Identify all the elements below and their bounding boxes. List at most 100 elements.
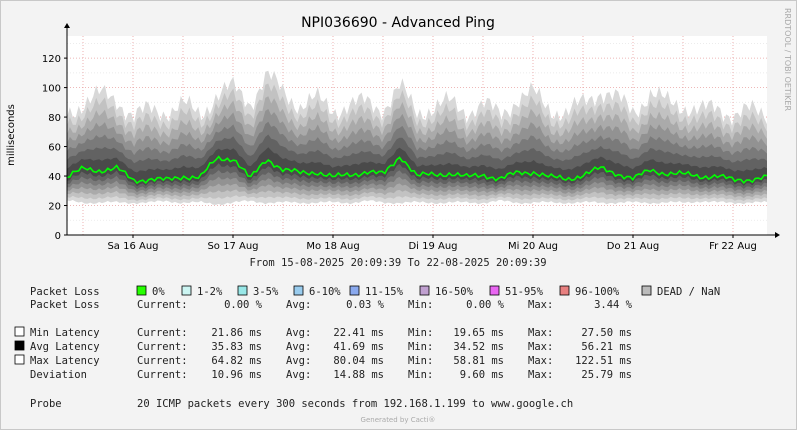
- x-tick-label: Mi 20 Aug: [508, 241, 558, 252]
- stat-swatch: [14, 354, 25, 365]
- loss-bucket-swatch: [181, 285, 192, 296]
- avg-latency-line: [66, 155, 768, 185]
- stat-current-value: 10.96 ms: [211, 369, 262, 381]
- stat-min-value: 0.00 %: [466, 299, 505, 311]
- x-tick-label: Sa 16 Aug: [107, 241, 158, 252]
- statistics-table: Packet Loss Current: 0.00 % Avg: 0.03 % Min: 0…: [14, 299, 633, 381]
- loss-bucket-label: 0%: [152, 286, 165, 298]
- y-axis-arrow: [64, 23, 70, 28]
- y-tick-labels: 0 20 40 60 80 100 120: [42, 54, 67, 242]
- stat-max-value: 27.50 ms: [581, 327, 632, 339]
- loss-bucket-swatch: [559, 285, 570, 296]
- stat-current-value: 64.82 ms: [211, 355, 262, 367]
- stat-avg-value: 0.03 %: [346, 299, 385, 311]
- stat-current-label: Current:: [137, 369, 188, 381]
- time-range: From 15-08-2025 20:09:39 To 22-08-2025 2…: [249, 257, 546, 269]
- stat-min-value: 58.81 ms: [453, 355, 504, 367]
- y-tick-label: 100: [42, 84, 61, 95]
- stat-avg-value: 14.88 ms: [333, 369, 384, 381]
- y-tick-label: 0: [55, 231, 61, 242]
- stat-max-value: 56.21 ms: [581, 341, 632, 353]
- stat-avg-value: 41.69 ms: [333, 341, 384, 353]
- packet-loss-legend: Packet Loss 0% 1-2% 3-5% 6-10% 11-15% 16-50% 51…: [30, 285, 720, 298]
- stat-current-label: Current:: [137, 355, 188, 367]
- loss-bucket-swatch: [419, 285, 430, 296]
- loss-bucket-swatch: [293, 285, 304, 296]
- stat-min-label: Min:: [408, 369, 433, 381]
- stat-current-label: Current:: [137, 299, 188, 311]
- loss-bucket-label: 1-2%: [197, 286, 223, 298]
- y-axis-label: milliseconds: [6, 104, 17, 166]
- stat-max-value: 25.79 ms: [581, 369, 632, 381]
- stat-avg-label: Avg:: [286, 299, 311, 311]
- stat-min-value: 9.60 ms: [460, 369, 504, 381]
- stat-min-label: Min:: [408, 355, 433, 367]
- y-tick-label: 120: [42, 54, 61, 65]
- packet-loss-legend-label: Packet Loss: [30, 286, 100, 298]
- stat-avg-label: Avg:: [286, 327, 311, 339]
- loss-bucket-label: 6-10%: [309, 286, 341, 298]
- x-tick-labels: Sa 16 Aug So 17 Aug Mo 18 Aug Di 19 Aug Mi 2…: [107, 235, 757, 252]
- y-tick-label: 20: [48, 202, 61, 213]
- axes: [64, 23, 780, 238]
- stat-avg-label: Avg:: [286, 341, 311, 353]
- stat-avg-value: 22.41 ms: [333, 327, 384, 339]
- x-tick-label: Mo 18 Aug: [306, 241, 359, 252]
- x-tick-label: Di 19 Aug: [408, 241, 457, 252]
- rrdtool-credit: RRDTOOL / TOBI OETIKER: [783, 8, 792, 111]
- x-tick-label: Fr 22 Aug: [709, 241, 757, 252]
- loss-bucket-swatch: [489, 285, 500, 296]
- stat-min-label: Min:: [408, 341, 433, 353]
- stat-min-label: Min:: [408, 327, 433, 339]
- stat-name: Min Latency: [30, 327, 100, 339]
- loss-bucket-swatch: [349, 285, 360, 296]
- chart-title: NPI036690 - Advanced Ping: [301, 15, 495, 31]
- avg-latency-path: [66, 155, 768, 185]
- stat-max-label: Max:: [528, 369, 553, 381]
- loss-bucket-label: DEAD / NaN: [657, 286, 720, 298]
- loss-bucket-swatch: [136, 285, 147, 296]
- loss-bucket-swatch: [237, 285, 248, 296]
- loss-bucket-label: 16-50%: [435, 286, 474, 298]
- stat-current-value: 21.86 ms: [211, 327, 262, 339]
- stat-swatch: [14, 326, 25, 337]
- stat-min-value: 34.52 ms: [453, 341, 504, 353]
- stat-max-value: 122.51 ms: [575, 355, 632, 367]
- stat-avg-label: Avg:: [286, 369, 311, 381]
- stat-max-label: Max:: [528, 341, 553, 353]
- stat-max-label: Max:: [528, 299, 553, 311]
- stat-current-label: Current:: [137, 341, 188, 353]
- x-tick-label: Do 21 Aug: [607, 241, 659, 252]
- stat-max-label: Max:: [528, 355, 553, 367]
- latency-band: [67, 134, 767, 190]
- stat-current-label: Current:: [137, 327, 188, 339]
- y-tick-label: 80: [48, 113, 61, 124]
- stat-max-value: 3.44 %: [594, 299, 633, 311]
- probe-description: 20 ICMP packets every 300 seconds from 1…: [137, 398, 573, 410]
- stat-current-value: 35.83 ms: [211, 341, 262, 353]
- loss-bucket-label: 11-15%: [365, 286, 404, 298]
- y-tick-label: 60: [48, 143, 61, 154]
- x-tick-label: So 17 Aug: [207, 241, 258, 252]
- latency-bands: [67, 70, 767, 206]
- stat-min-label: Min:: [408, 299, 433, 311]
- stat-avg-label: Avg:: [286, 355, 311, 367]
- stat-min-value: 19.65 ms: [453, 327, 504, 339]
- stat-name: Avg Latency: [30, 341, 100, 353]
- probe-label: Probe: [30, 398, 62, 410]
- stat-max-label: Max:: [528, 327, 553, 339]
- loss-bucket-label: 96-100%: [575, 286, 620, 298]
- cacti-footer: Generated by Cacti®: [361, 416, 436, 424]
- stat-current-value: 0.00 %: [224, 299, 263, 311]
- stat-swatch: [14, 340, 25, 351]
- loss-bucket-label: 3-5%: [253, 286, 279, 298]
- stat-name: Deviation: [30, 369, 87, 381]
- stat-avg-value: 80.04 ms: [333, 355, 384, 367]
- y-tick-label: 40: [48, 172, 61, 183]
- stat-name: Max Latency: [30, 355, 100, 367]
- stat-name: Packet Loss: [30, 299, 100, 311]
- loss-bucket-label: 51-95%: [505, 286, 544, 298]
- loss-bucket-swatch: [641, 285, 652, 296]
- x-axis-arrow: [775, 232, 780, 238]
